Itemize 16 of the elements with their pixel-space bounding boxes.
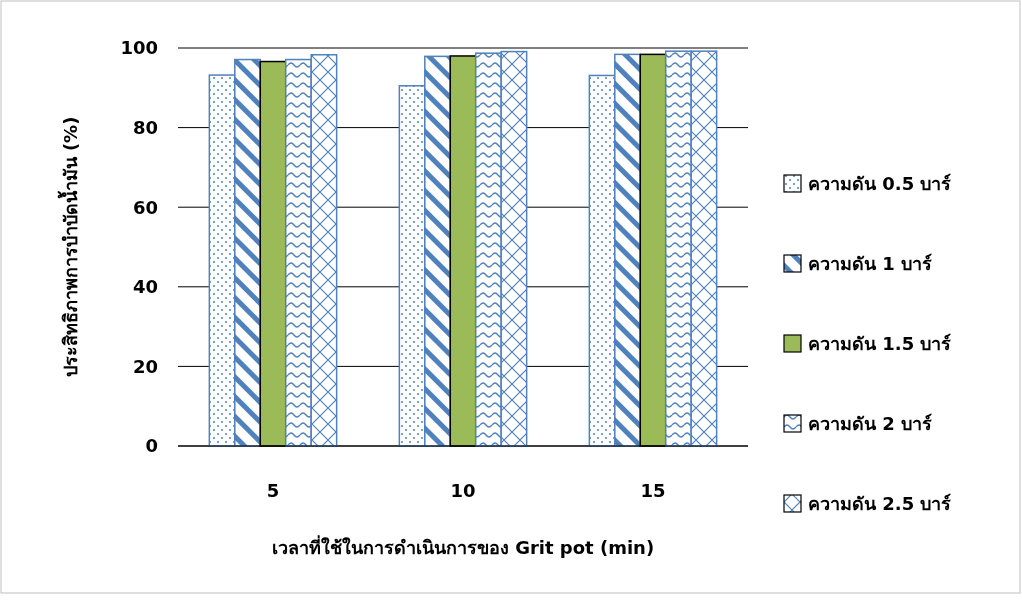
y-tick-label: 100 [120,37,158,59]
legend-label: ความดัน 0.5 บาร์ [808,173,952,194]
legend-label: ความดัน 2.5 บาร์ [808,493,952,514]
x-tick-label: 10 [450,480,476,501]
x-tick-label: 5 [266,480,280,501]
x-axis-title: เวลาที่ใช้ในการดำเนินการของ Grit pot (min) [271,535,655,558]
x-tick-label: 15 [640,480,666,501]
y-tick-label: 0 [145,435,158,457]
legend-label: ความดัน 2 บาร์ [808,413,933,434]
legend-label: ความดัน 1.5 บาร์ [808,333,952,354]
y-tick-label: 80 [132,116,158,138]
y-tick-label: 40 [132,276,158,298]
legend-label: ความดัน 1 บาร์ [808,253,933,274]
y-tick-label: 60 [132,196,158,218]
y-tick-label: 20 [132,355,158,377]
y-axis-title: ประสิทธิภาพการบำบัดน้ำมัน (%) [57,116,81,378]
